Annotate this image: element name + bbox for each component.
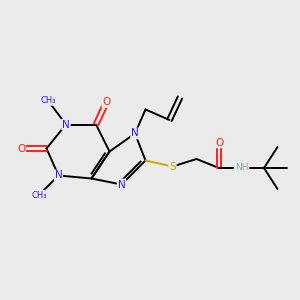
Text: NH: NH <box>235 164 248 172</box>
Text: O: O <box>215 137 223 148</box>
Text: CH₃: CH₃ <box>40 96 56 105</box>
Text: N: N <box>55 170 62 181</box>
Text: O: O <box>17 143 25 154</box>
Text: N: N <box>131 128 139 139</box>
Text: CH₃: CH₃ <box>31 190 47 200</box>
Text: N: N <box>62 119 70 130</box>
Text: O: O <box>102 97 111 107</box>
Text: S: S <box>169 161 176 172</box>
Text: N: N <box>118 179 125 190</box>
